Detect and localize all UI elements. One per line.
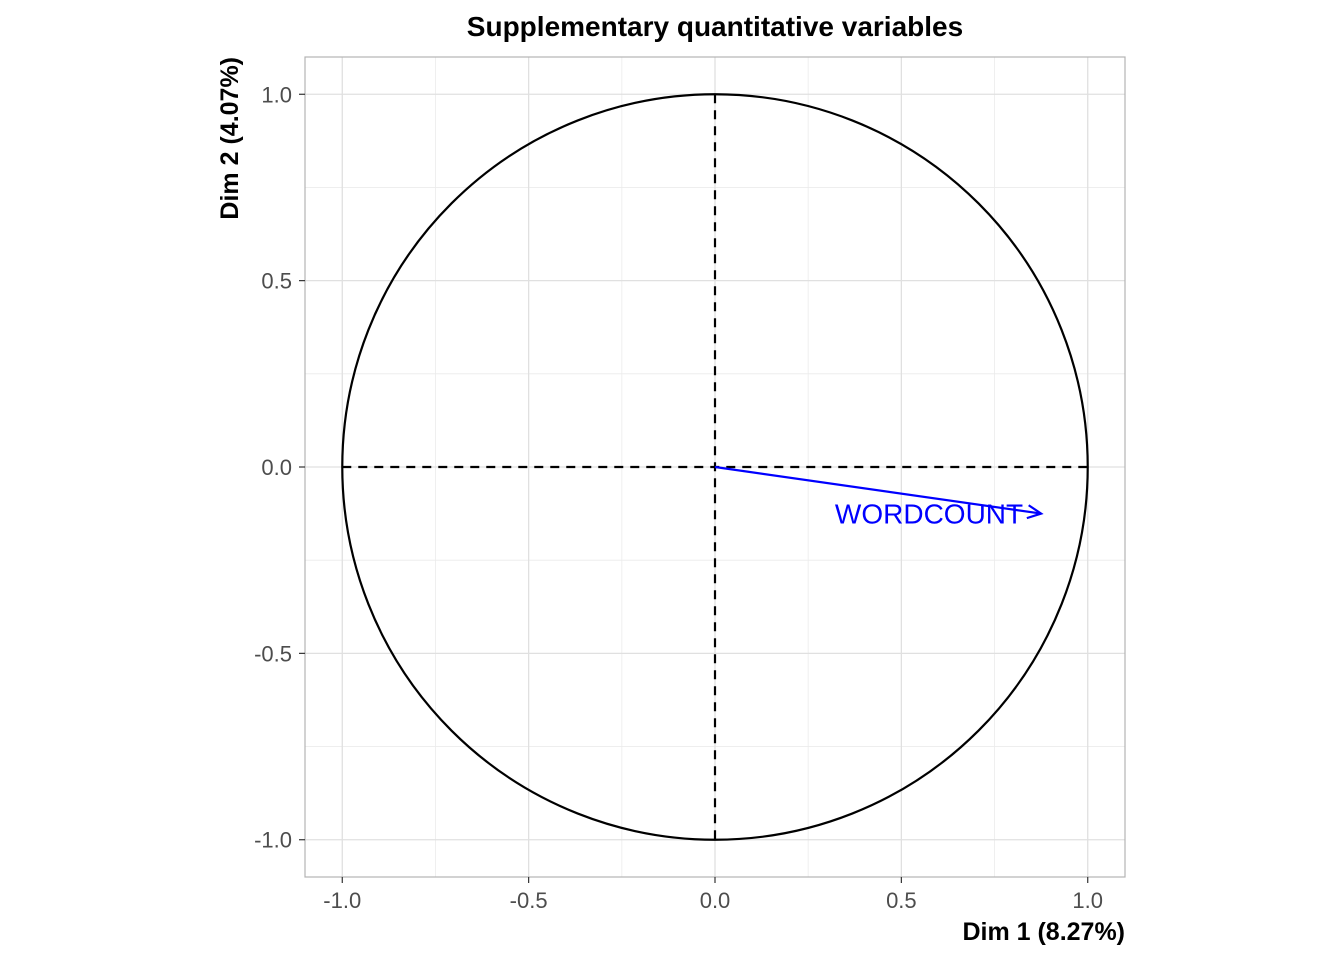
- x-tick-label: 1.0: [1072, 888, 1103, 913]
- y-tick-label: 1.0: [261, 82, 292, 107]
- y-tick-label: -0.5: [254, 641, 292, 666]
- vector-arrow-shaft: [714, 465, 1042, 515]
- x-axis-title: Dim 1 (8.27%): [962, 918, 1125, 946]
- y-tick-label: -1.0: [254, 828, 292, 853]
- y-axis-title: Dim 2 (4.07%): [216, 57, 244, 220]
- tick-layer: -1.0 -0.5 0.0 0.5 1.0 -1.0 -0.5 0.0 0.5 1.0: [254, 82, 1103, 913]
- vector-arrow-head: [1026, 504, 1044, 520]
- x-tick-label: 0.0: [700, 888, 731, 913]
- correlation-circle: [341, 93, 1089, 841]
- x-tick-label: 0.5: [886, 888, 917, 913]
- vector-layer: WORDCOUNT: [714, 465, 1044, 530]
- x-tick-label: -0.5: [510, 888, 548, 913]
- x-tick-label: -1.0: [323, 888, 361, 913]
- vector-label: WORDCOUNT: [835, 499, 1023, 530]
- chart-title: Supplementary quantitative variables: [467, 11, 963, 42]
- y-tick-label: 0.0: [261, 455, 292, 480]
- y-tick-label: 0.5: [261, 269, 292, 294]
